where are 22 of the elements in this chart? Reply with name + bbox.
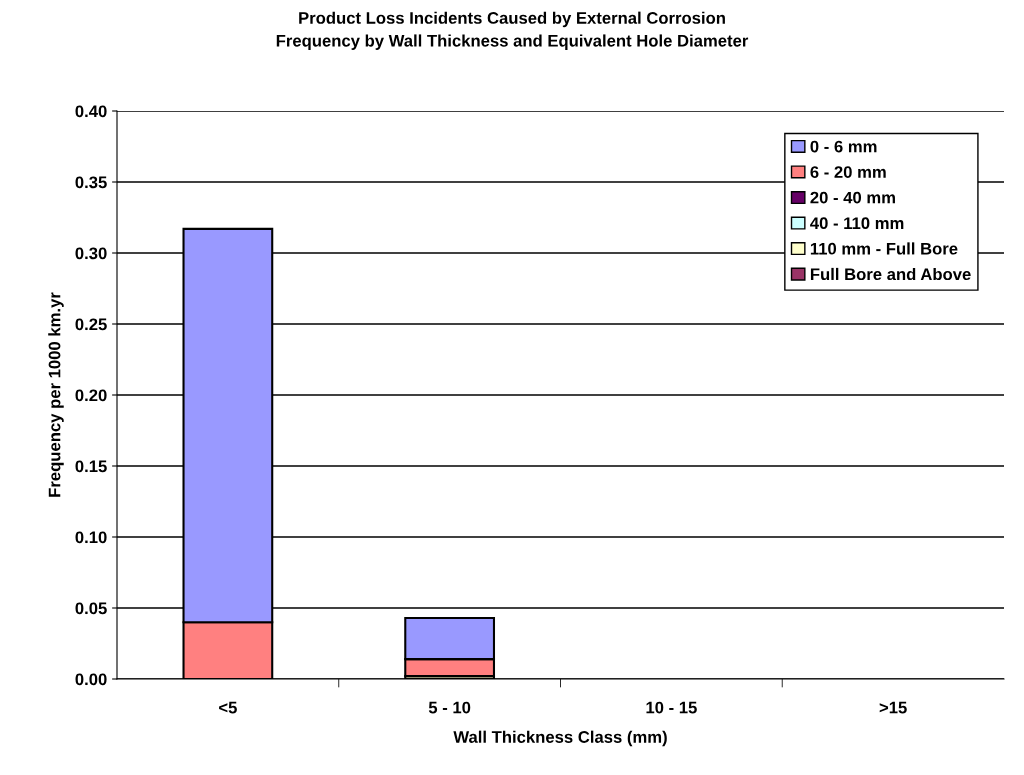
y-tick-label: 0.35 xyxy=(75,176,107,189)
y-tick-label: 0.40 xyxy=(75,105,107,118)
x-tick-label: <5 xyxy=(219,701,237,714)
y-tick-label: 0.10 xyxy=(75,531,107,544)
legend-label: 0 - 6 mm xyxy=(810,140,877,153)
x-tick-label: 5 - 10 xyxy=(428,701,471,714)
x-axis-title: Wall Thickness Class (mm) xyxy=(453,730,667,747)
x-tick-label: 10 - 15 xyxy=(646,701,697,714)
legend-label: 20 - 40 mm xyxy=(810,191,895,204)
y-tick-label: 0.15 xyxy=(75,460,107,473)
y-tick-label: 0.25 xyxy=(75,318,107,331)
legend-label: 6 - 20 mm xyxy=(810,166,886,178)
x-tick-label: >15 xyxy=(879,701,907,714)
legend-label: 110 mm - Full Bore xyxy=(810,242,958,255)
legend-label: 40 - 110 mm xyxy=(810,217,904,230)
y-tick-label: 0.20 xyxy=(75,389,107,402)
y-tick-label: 0.00 xyxy=(75,673,107,686)
y-tick-label: 0.05 xyxy=(75,602,107,615)
chart-title: Product Loss Incidents Caused by External Corrosion Frequency by Wall Thickness and Equivalent Hole Diameter xyxy=(276,11,749,50)
legend-label: Full Bore and Above xyxy=(810,267,971,281)
y-axis-title: Frequency per 1000 km.yr xyxy=(48,292,64,497)
y-tick-label: 0.30 xyxy=(75,247,107,260)
